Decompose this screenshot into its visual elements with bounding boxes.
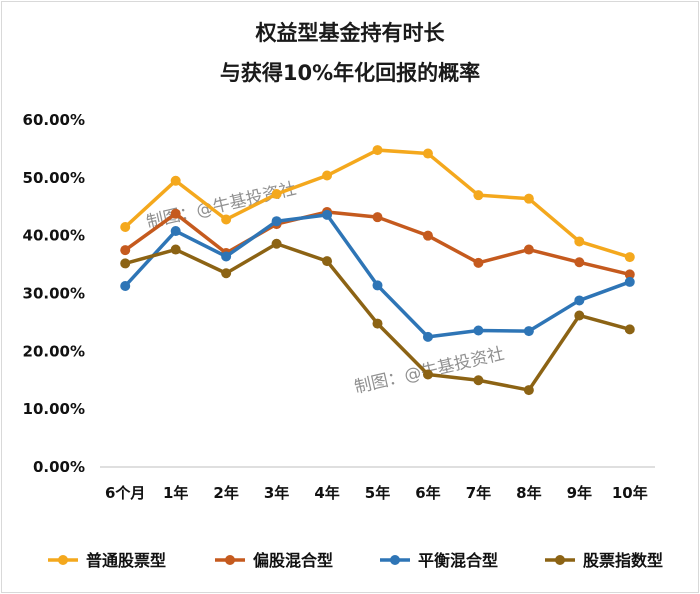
data-point	[523, 385, 534, 396]
data-point	[221, 214, 232, 225]
legend-marker	[225, 555, 235, 565]
x-tick-label: 3年	[264, 484, 289, 502]
legend-marker	[390, 555, 400, 565]
data-point	[574, 310, 585, 321]
legend-marker	[58, 555, 68, 565]
data-point	[473, 190, 484, 201]
legend-label: 普通股票型	[86, 551, 166, 570]
data-point	[372, 212, 383, 223]
legend-marker	[555, 555, 565, 565]
x-tick-label: 1年	[163, 484, 188, 502]
x-tick-label: 6个月	[105, 484, 145, 502]
y-tick-label: 0.00%	[33, 458, 85, 476]
data-point	[473, 325, 484, 336]
legend-label: 平衡混合型	[418, 551, 498, 570]
data-point	[120, 221, 131, 232]
y-tick-label: 30.00%	[23, 285, 85, 303]
data-point	[523, 193, 534, 204]
data-point	[473, 257, 484, 268]
legend: 普通股票型 偏股混合型 平衡混合型 股票指数型	[48, 551, 663, 570]
data-point	[170, 244, 181, 255]
data-point	[271, 189, 282, 200]
data-point	[523, 326, 534, 337]
legend-item: 平衡混合型	[380, 551, 498, 570]
y-tick-label: 40.00%	[23, 227, 85, 245]
data-point	[624, 276, 635, 287]
data-point	[422, 230, 433, 241]
data-point	[422, 331, 433, 342]
legend-item: 偏股混合型	[215, 551, 333, 570]
y-tick-label: 20.00%	[23, 342, 85, 360]
x-tick-label: 2年	[213, 484, 238, 502]
y-tick-label: 10.00%	[23, 400, 85, 418]
legend-item: 股票指数型	[545, 551, 663, 570]
x-tick-label: 10年	[612, 484, 648, 502]
axes: 0.00% 10.00% 20.00% 30.00% 40.00% 50.00% 60.00…	[23, 111, 655, 502]
data-point	[170, 175, 181, 186]
data-point	[372, 318, 383, 329]
legend-label: 股票指数型	[583, 551, 663, 570]
series-3	[120, 209, 635, 342]
data-point	[271, 216, 282, 227]
legend-item: 普通股票型	[48, 551, 166, 570]
data-point	[120, 258, 131, 269]
data-point	[271, 238, 282, 249]
data-point	[322, 170, 333, 181]
chart-title-line-2: 与获得10%年化回报的概率	[219, 61, 481, 85]
data-point	[322, 256, 333, 267]
data-point	[120, 280, 131, 291]
data-point	[322, 209, 333, 220]
data-point	[422, 369, 433, 380]
data-point	[120, 245, 131, 256]
data-point	[170, 208, 181, 219]
data-point	[574, 257, 585, 268]
data-point	[221, 268, 232, 279]
data-point	[170, 226, 181, 237]
x-tick-label: 6年	[415, 484, 440, 502]
x-tick-label: 7年	[466, 484, 491, 502]
data-point	[624, 269, 635, 280]
data-point	[372, 280, 383, 291]
data-point	[372, 145, 383, 156]
x-tick-label: 8年	[516, 484, 541, 502]
series-lines	[120, 145, 635, 396]
series-1	[120, 145, 635, 263]
data-point	[221, 251, 232, 262]
data-point	[523, 244, 534, 255]
x-tick-label: 5年	[365, 484, 390, 502]
y-tick-label: 60.00%	[23, 111, 85, 129]
x-tick-label: 9年	[567, 484, 592, 502]
data-point	[422, 148, 433, 159]
data-point	[624, 324, 635, 335]
y-tick-label: 50.00%	[23, 169, 85, 187]
series-4	[120, 238, 635, 396]
data-point	[473, 375, 484, 386]
data-point	[574, 295, 585, 306]
x-tick-label: 4年	[314, 484, 339, 502]
legend-label: 偏股混合型	[253, 551, 333, 570]
data-point	[574, 236, 585, 247]
chart-title-line-1: 权益型基金持有时长	[255, 21, 445, 45]
data-point	[624, 252, 635, 263]
